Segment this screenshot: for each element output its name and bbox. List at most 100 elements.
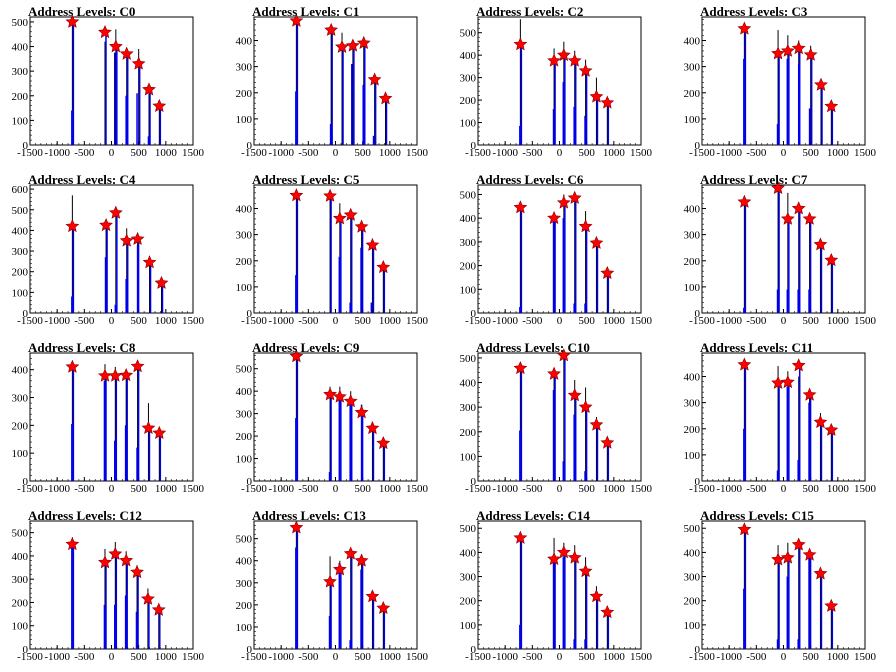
peak-marker xyxy=(152,98,167,113)
peak-marker xyxy=(578,219,593,233)
peak-marker xyxy=(556,195,571,209)
x-tick-label: 0 xyxy=(109,147,115,159)
y-tick-label: 300 xyxy=(12,246,29,258)
chart-title: Address Levels: C11 xyxy=(700,340,814,355)
peak-marker xyxy=(365,420,380,435)
peak-marker xyxy=(335,39,349,53)
y-tick-label: 100 xyxy=(236,282,253,294)
plot-frame xyxy=(701,520,866,650)
plot-frame xyxy=(29,184,194,314)
y-tick-label: 400 xyxy=(460,547,477,559)
y-tick-label: 0 xyxy=(695,308,701,320)
y-tick-label: 500 xyxy=(12,17,29,29)
y-tick-label: 300 xyxy=(460,572,477,584)
peak-marker xyxy=(814,77,828,91)
peak-marker xyxy=(354,219,369,233)
x-tick-label: 500 xyxy=(130,315,147,327)
peak-marker xyxy=(354,553,369,567)
peak-marker xyxy=(119,553,134,567)
chart-svg: 0 100 200 300 400 -1500 -1000 -500 0 500 1000 1500 xyxy=(684,352,877,495)
plot-frame xyxy=(253,184,418,314)
peak-marker xyxy=(578,399,593,414)
y-tick-label: 200 xyxy=(460,596,477,608)
x-tick-label: -1000 xyxy=(44,651,70,663)
x-tick-label: -500 xyxy=(298,483,319,495)
peak-marker xyxy=(771,552,785,566)
chart-panel: 0 100 200 300 400 500 -1500 -1000 -500 0 500 1000 15… xyxy=(224,336,448,504)
peak-marker xyxy=(567,190,582,204)
x-tick-label: 1000 xyxy=(155,483,178,495)
peak-marker xyxy=(567,550,582,564)
peak-marker xyxy=(98,555,112,569)
x-tick-label: 1000 xyxy=(603,483,626,495)
chart-svg: 0 100 200 300 400 500 -1500 -1000 -500 0 500 1000 15… xyxy=(460,16,653,159)
chart-panel: 0 100 200 300 400 -1500 -1000 -500 0 500 1000 1500 A… xyxy=(672,336,896,504)
y-tick-label: 200 xyxy=(684,424,701,436)
peak-marker xyxy=(780,43,795,57)
y-tick-label: 0 xyxy=(247,644,253,656)
chart-svg: 0 100 200 300 400 500 600 -1500 -1000 -500 0 500 100… xyxy=(12,184,205,327)
y-tick-label: 400 xyxy=(460,213,477,225)
peak-marker xyxy=(154,275,169,289)
peak-marker xyxy=(802,547,817,561)
peak-marker xyxy=(780,550,795,564)
x-tick-label: 1500 xyxy=(182,483,205,495)
peak-marker xyxy=(547,551,561,566)
peak-marker xyxy=(824,598,839,612)
plot-frame xyxy=(253,16,418,146)
peak-marker xyxy=(513,37,528,51)
y-tick-label: 100 xyxy=(236,622,253,634)
x-tick-label: -1000 xyxy=(492,147,518,159)
x-tick-label: 500 xyxy=(354,651,371,663)
peak-marker xyxy=(771,180,785,195)
x-tick-label: -1500 xyxy=(241,147,267,159)
peak-marker xyxy=(589,417,604,431)
x-tick-label: 1500 xyxy=(182,651,205,663)
peak-marker xyxy=(130,564,144,579)
plot-frame xyxy=(253,520,418,650)
y-tick-label: 300 xyxy=(12,66,29,78)
x-tick-label: -1000 xyxy=(716,147,742,159)
chart-panel: 0 100 200 300 400 -1500 -1000 -500 0 500 1000 1500 A… xyxy=(224,0,448,168)
chart-panel: 0 100 200 300 400 500 -1500 -1000 -500 0 500 1000 15… xyxy=(448,0,672,168)
x-tick-label: 1000 xyxy=(603,315,626,327)
x-tick-label: 1000 xyxy=(379,483,402,495)
x-tick-label: 0 xyxy=(333,483,339,495)
chart-panel: 0 100 200 300 400 -1500 -1000 -500 0 500 1000 1500 A… xyxy=(672,0,896,168)
x-tick-label: -1000 xyxy=(268,147,294,159)
peak-marker xyxy=(142,255,157,269)
y-tick-label: 300 xyxy=(460,73,477,85)
peak-marker xyxy=(365,589,380,603)
x-tick-label: 500 xyxy=(130,651,147,663)
x-tick-label: 500 xyxy=(578,315,595,327)
x-tick-label: -1500 xyxy=(17,147,43,159)
y-tick-label: 0 xyxy=(23,644,29,656)
y-tick-label: 400 xyxy=(684,204,701,216)
chart-panel: 0 100 200 300 400 -1500 -1000 -500 0 500 1000 1500 A… xyxy=(672,168,896,336)
peak-marker xyxy=(343,546,358,560)
x-tick-label: -1000 xyxy=(492,315,518,327)
x-tick-label: 1000 xyxy=(827,483,850,495)
y-tick-label: 400 xyxy=(236,204,253,216)
x-tick-label: 0 xyxy=(557,147,563,159)
y-tick-label: 300 xyxy=(236,578,253,590)
peak-marker xyxy=(780,211,795,225)
y-tick-label: 0 xyxy=(695,644,701,656)
x-tick-label: 1000 xyxy=(155,651,178,663)
peak-marker xyxy=(131,56,146,70)
peak-marker xyxy=(65,537,80,551)
x-tick-label: 0 xyxy=(333,147,339,159)
x-tick-label: 1500 xyxy=(406,147,429,159)
peak-marker xyxy=(323,188,337,202)
chart-svg: 0 100 200 300 400 500 -1500 -1000 -500 0 500 1000 15… xyxy=(460,520,653,663)
chart-panel: 0 100 200 300 400 500 -1500 -1000 -500 0 500 1000 15… xyxy=(448,336,672,504)
x-tick-label: -500 xyxy=(74,147,95,159)
x-tick-label: 1000 xyxy=(379,315,402,327)
y-tick-label: 200 xyxy=(12,420,29,432)
x-tick-label: -1500 xyxy=(241,315,267,327)
x-tick-label: -1000 xyxy=(268,651,294,663)
x-tick-label: -1500 xyxy=(465,651,491,663)
peak-marker xyxy=(780,375,795,389)
x-tick-label: 1500 xyxy=(182,147,205,159)
x-tick-label: 1500 xyxy=(630,315,653,327)
